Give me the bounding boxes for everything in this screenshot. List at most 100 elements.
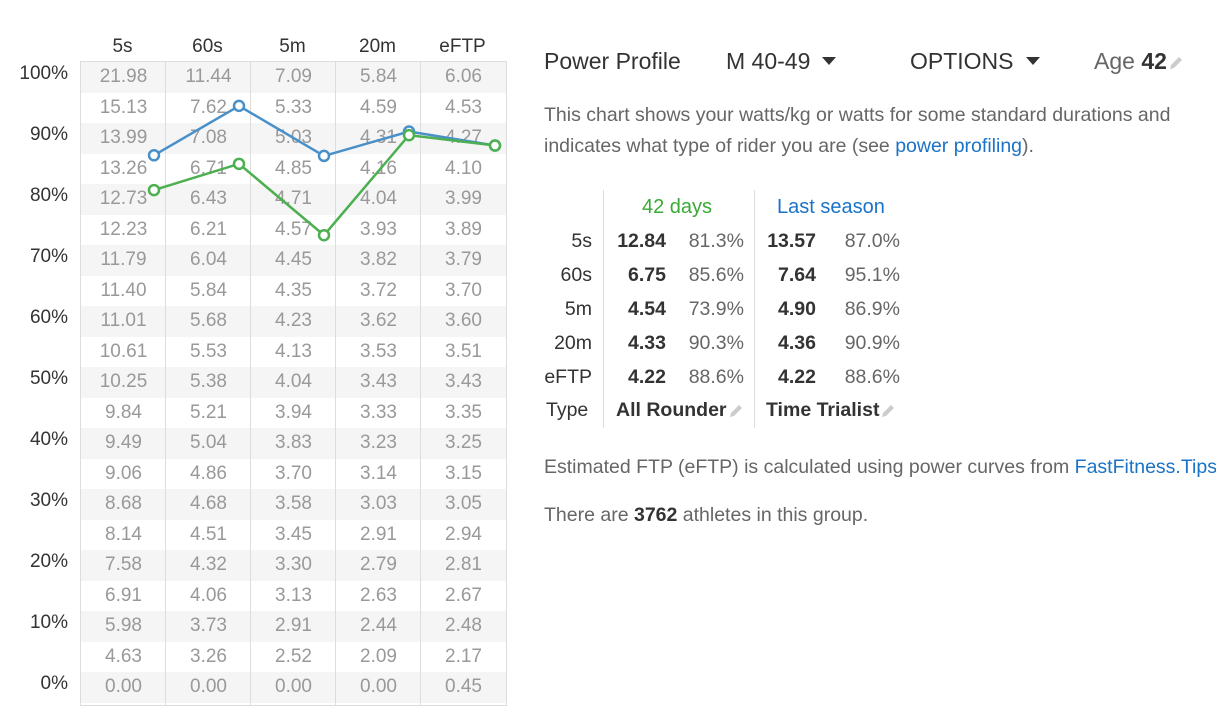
stats-p2: 95.1% (844, 264, 900, 286)
grid-row: 4.63 3.26 2.52 2.09 2.17 (81, 641, 506, 672)
grid-cell: 4.16 (360, 157, 397, 179)
grid-cell: 9.06 (105, 462, 142, 484)
description-line-1: This chart shows your watts/kg or watts … (544, 104, 1171, 126)
grid-row: 9.84 5.21 3.94 3.33 3.35 (81, 397, 506, 428)
grid-cell: 2.48 (445, 615, 482, 636)
grid-cell: 4.32 (190, 554, 227, 575)
grid-cell: 2.91 (275, 615, 312, 636)
grid-cell: 3.70 (445, 279, 482, 301)
stats-v2: 4.36 (778, 332, 816, 354)
stats-p2: 86.9% (844, 298, 900, 320)
grid-cell: 2.91 (360, 523, 397, 545)
grid-cell: 3.72 (360, 279, 397, 301)
grid-row: 6.91 4.06 3.13 2.63 2.67 (81, 580, 506, 611)
grid-cell: 6.91 (105, 584, 142, 606)
grid-cell: 4.57 (275, 218, 312, 240)
grid-row: 13.26 6.71 4.85 4.16 4.10 (81, 153, 506, 184)
grid-row: 15.13 7.62 5.33 4.59 4.53 (81, 92, 506, 123)
pencil-icon[interactable] (727, 402, 745, 420)
grid-cell: 0.00 (360, 676, 397, 697)
power-profiling-link[interactable]: power profiling (895, 135, 1023, 157)
stats-p2: 87.0% (844, 230, 900, 252)
grid-cell: 3.53 (360, 340, 397, 362)
age-value: 42 (1141, 48, 1167, 74)
grid-cell: 5.33 (275, 96, 312, 118)
grid-cell: 0.00 (105, 676, 142, 697)
grid-row: 7.58 4.32 3.30 2.79 2.81 (81, 550, 506, 581)
athlete-count-suffix: athletes in this group. (677, 504, 869, 526)
grid-cell: 6.06 (445, 66, 482, 87)
grid-cell: 10.61 (99, 340, 148, 362)
panel-title: Power Profile (544, 48, 681, 74)
grid-cell: 3.15 (445, 462, 482, 484)
grid-cell: 3.43 (360, 371, 397, 392)
description-line-2-end: ). (1022, 135, 1034, 157)
grid-cell: 4.45 (275, 249, 312, 270)
grid-row: 8.68 4.68 3.58 3.03 3.05 (81, 489, 506, 520)
divider (603, 190, 604, 428)
grid-cell: 4.59 (360, 96, 397, 118)
stats-v1: 4.54 (628, 298, 666, 320)
stats-v2: 13.57 (767, 230, 816, 252)
age-group-label: M 40-49 (726, 48, 811, 74)
grid-cell: 4.68 (190, 493, 227, 514)
grid-cell: 5.03 (275, 127, 312, 148)
pencil-icon[interactable] (879, 402, 897, 420)
y-axis-label: 60% (29, 307, 68, 328)
age-group-dropdown[interactable]: M 40-49 (726, 48, 837, 75)
stats-p2: 90.9% (844, 332, 900, 354)
grid-cell: 4.23 (275, 310, 312, 331)
stats-p1: 73.9% (688, 298, 744, 320)
options-dropdown[interactable]: OPTIONS (910, 48, 1040, 75)
fastfitness-link[interactable]: FastFitness.Tips (1074, 456, 1216, 478)
type-42-days[interactable]: All Rounder (616, 393, 745, 427)
stats-label: 5m (564, 298, 592, 320)
grid-cell: 2.09 (360, 645, 397, 667)
stats-p1: 90.3% (688, 332, 744, 354)
grid-cell: 6.21 (190, 218, 227, 240)
stats-v1: 4.33 (628, 332, 666, 354)
grid-cell: 8.68 (105, 493, 142, 514)
y-axis-label: 30% (29, 490, 68, 511)
grid-cell: 3.93 (360, 218, 397, 240)
grid-cell: 0.45 (445, 676, 482, 697)
grid-cell: 3.35 (445, 401, 482, 423)
options-label: OPTIONS (910, 48, 1014, 74)
grid-cell: 3.13 (275, 584, 312, 606)
age-field[interactable]: Age 42 (1094, 48, 1185, 75)
column-header: eFTP (439, 36, 486, 57)
grid-row: 12.73 6.43 4.71 4.04 3.99 (81, 184, 506, 215)
y-axis-label: 100% (19, 63, 68, 84)
stats-v1: 6.75 (628, 264, 666, 286)
grid-divider (420, 62, 421, 705)
stats-v1: 4.22 (628, 366, 666, 388)
power-profile-chart: 5s 60s 5m 20m eFTP 100% 90% 80% 70% 60% 50% 40% 30%… (0, 30, 520, 713)
grid-divider (165, 62, 166, 705)
grid-row: 9.06 4.86 3.70 3.14 3.15 (81, 458, 506, 489)
grid-cell: 3.45 (275, 523, 312, 545)
grid-cell: 7.62 (190, 96, 227, 118)
column-header: 5s (112, 36, 133, 57)
grid-row: 5.98 3.73 2.91 2.44 2.48 (81, 611, 506, 642)
chevron-down-icon (1025, 56, 1040, 65)
grid-cell: 4.85 (275, 157, 312, 179)
grid-cell: 4.06 (190, 584, 227, 606)
grid-cell: 2.94 (445, 523, 482, 545)
grid-row: 0.00 0.00 0.00 0.00 0.45 (81, 672, 506, 703)
grid-row: 12.23 6.21 4.57 3.93 3.89 (81, 214, 506, 245)
stats-v1: 12.84 (617, 230, 666, 252)
grid-cell: 5.84 (190, 279, 227, 301)
stats-label: 20m (554, 332, 592, 354)
type-last-season[interactable]: Time Trialist (766, 393, 897, 427)
grid-row: 11.40 5.84 4.35 3.72 3.70 (81, 275, 506, 306)
grid-cell: 3.26 (190, 645, 227, 667)
pencil-icon[interactable] (1167, 54, 1185, 72)
grid-cell: 3.60 (445, 310, 482, 331)
y-axis-label: 70% (29, 246, 68, 267)
grid-cell: 3.30 (275, 554, 312, 575)
grid-cell: 5.84 (360, 66, 397, 87)
athlete-count-value: 3762 (633, 504, 678, 526)
athlete-count-prefix: There are (544, 504, 634, 526)
column-header: 5m (279, 36, 306, 57)
grid-cell: 12.23 (99, 218, 148, 240)
